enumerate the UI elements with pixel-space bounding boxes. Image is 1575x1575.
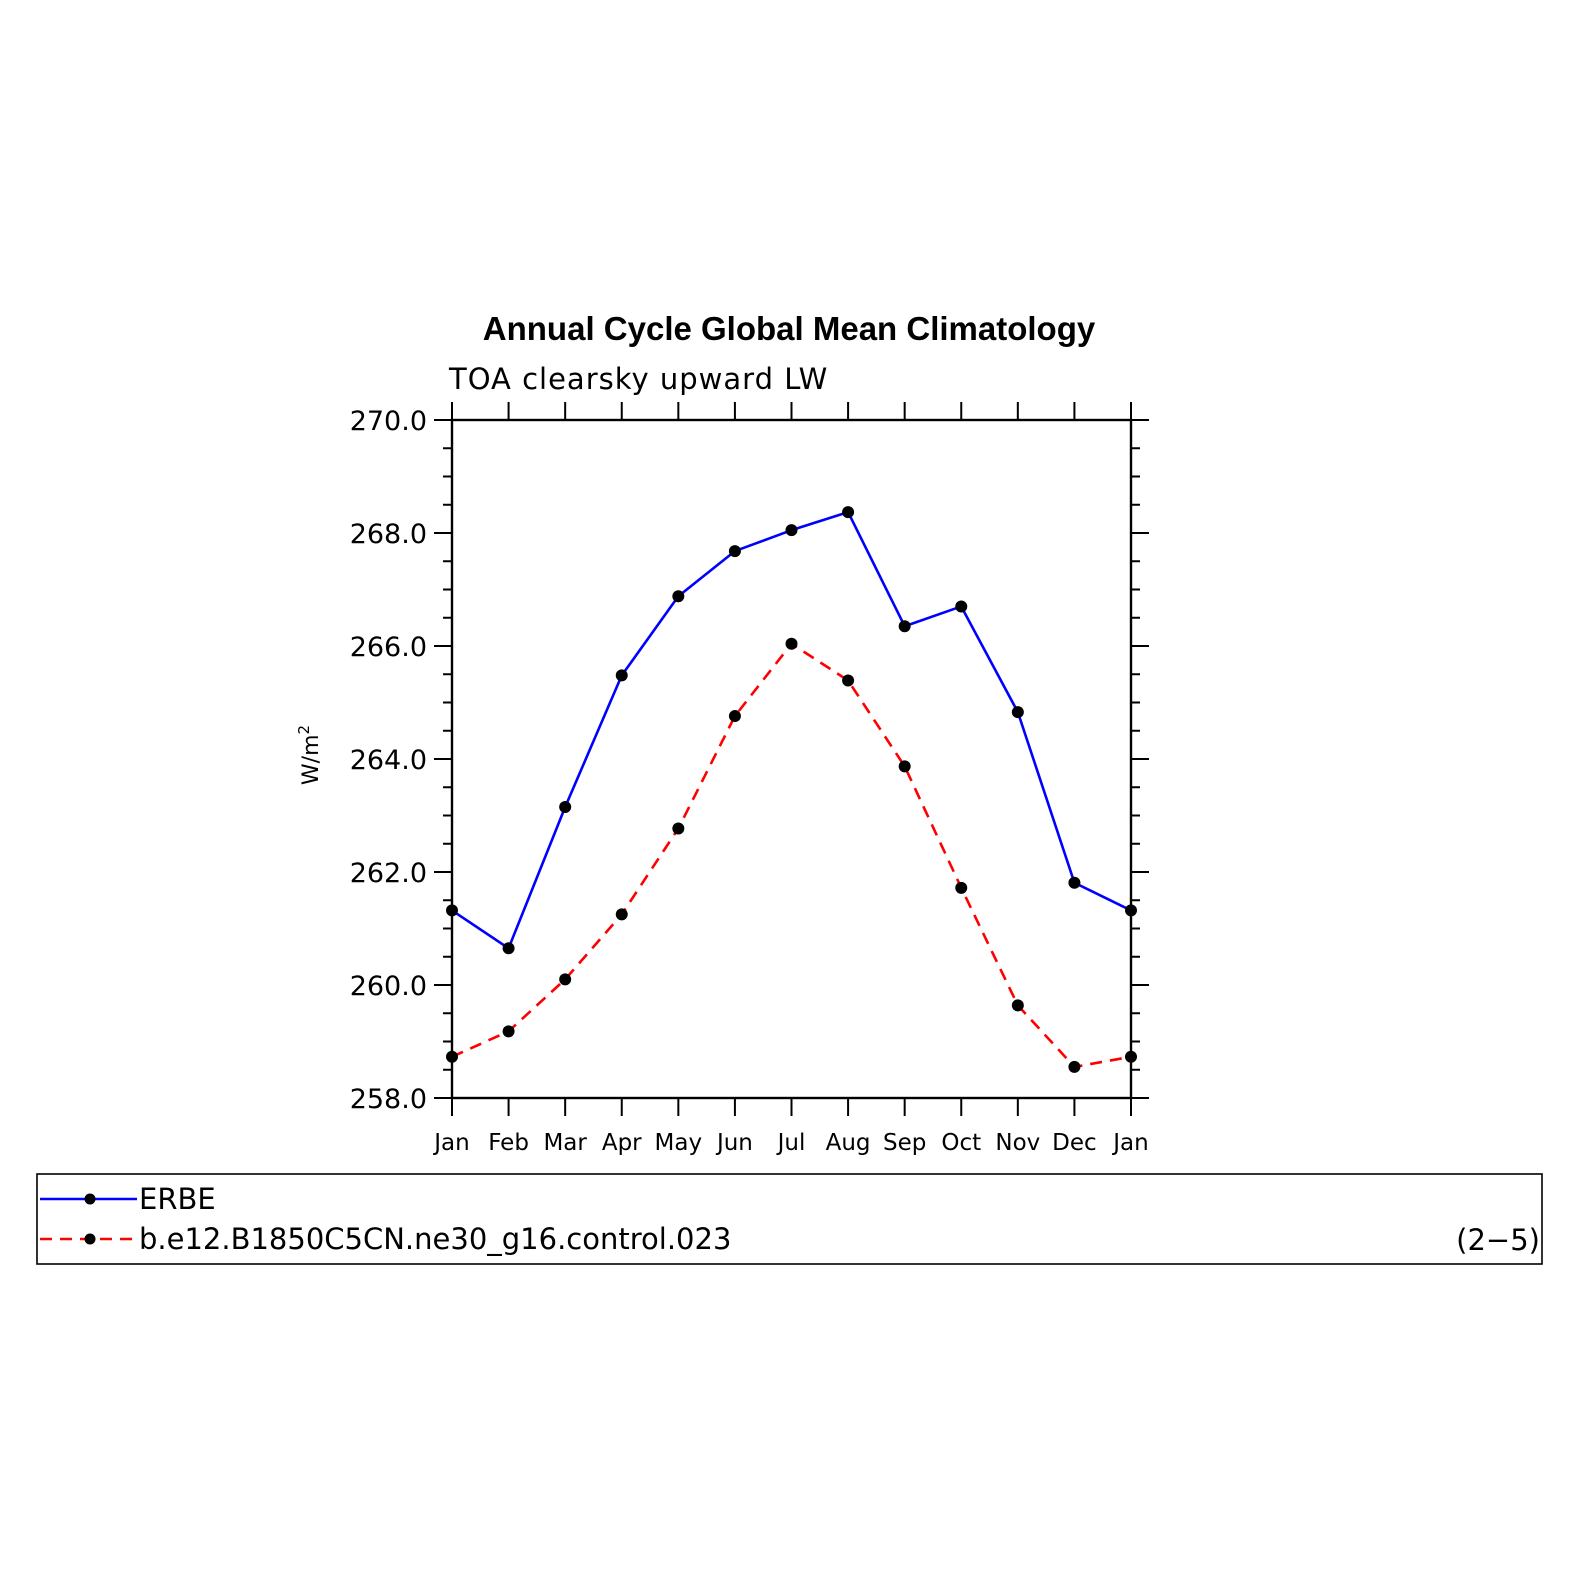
x-tick-label: Feb — [488, 1130, 529, 1156]
series-0-point — [502, 942, 515, 955]
series-0-point — [559, 801, 572, 814]
x-tick-label: May — [655, 1130, 703, 1156]
y-tick-label: 268.0 — [350, 519, 427, 550]
legend-entry-model: b.e12.B1850C5CN.ne30_g16.control.023 — [139, 1222, 731, 1256]
y-axis-label: W/m2 — [295, 725, 324, 785]
series-0-point — [1068, 876, 1081, 889]
series-line-1 — [451, 642, 1132, 1069]
series-lines — [451, 510, 1132, 1069]
legend-box — [36, 1173, 1543, 1265]
x-tick-label: Jan — [1111, 1130, 1148, 1156]
series-1-point — [559, 973, 572, 986]
series-0-point — [785, 524, 798, 537]
series-1-point — [728, 710, 741, 723]
series-points — [446, 506, 1137, 1073]
series-0-point — [446, 904, 458, 917]
series-1-point — [615, 908, 628, 921]
plot-axes — [450, 418, 1133, 1100]
legend-entry-erbe: ERBE — [139, 1182, 216, 1216]
series-1-point — [446, 1050, 458, 1063]
series-1-point — [1125, 1050, 1137, 1063]
y-tick-label: 266.0 — [350, 632, 427, 663]
y-axis-ticks: 258.0 260.0 262.0 264.0 266.0 268.0 270.0 — [350, 406, 1149, 1115]
chart-subtitle: TOA clearsky upward LW — [448, 362, 828, 396]
x-tick-label: Jul — [776, 1130, 806, 1156]
series-0-point — [728, 545, 741, 558]
series-1-point — [1011, 999, 1024, 1012]
x-tick-label: Sep — [883, 1130, 926, 1156]
x-tick-label: Oct — [941, 1130, 981, 1156]
x-tick-label: Apr — [602, 1130, 642, 1156]
legend: ERBE b.e12.B1850C5CN.ne30_g16.control.02… — [36, 1173, 1543, 1265]
legend-marker-erbe — [84, 1193, 96, 1205]
chart-title: Annual Cycle Global Mean Climatology — [483, 310, 1096, 347]
series-0-point — [1011, 706, 1024, 719]
plot-frame — [450, 418, 1133, 1100]
series-0-point — [898, 620, 911, 633]
legend-marker-model — [84, 1233, 96, 1245]
series-1-point — [785, 637, 798, 650]
y-tick-label: 270.0 — [350, 406, 427, 437]
y-tick-label: 260.0 — [350, 971, 427, 1002]
series-0-point — [842, 506, 855, 519]
series-1-point — [842, 674, 855, 687]
y-axis-label-superscript: 2 — [295, 725, 313, 735]
x-tick-label: Jun — [715, 1130, 753, 1156]
series-1-point — [955, 881, 968, 894]
y-tick-label: 258.0 — [350, 1084, 427, 1115]
x-tick-label: Aug — [826, 1130, 871, 1156]
series-0-point — [1125, 904, 1137, 917]
x-tick-label: Nov — [995, 1130, 1040, 1156]
x-tick-label: Dec — [1052, 1130, 1097, 1156]
series-1-point — [672, 822, 685, 835]
series-0-point — [672, 590, 685, 603]
y-tick-label: 262.0 — [350, 858, 427, 889]
y-tick-label: 264.0 — [350, 745, 427, 776]
x-tick-label: Mar — [543, 1130, 587, 1156]
series-0-point — [955, 600, 968, 613]
series-1-point — [1068, 1060, 1081, 1073]
series-1-point — [502, 1025, 515, 1038]
panel-label: (2−5) — [1456, 1223, 1540, 1257]
series-1-point — [898, 760, 911, 773]
x-axis-ticks: Jan Feb Mar Apr May Jun Jul Aug Sep Oct Nov Dec Jan — [432, 402, 1149, 1156]
series-0-point — [615, 669, 628, 682]
series-line-0 — [451, 510, 1132, 950]
x-tick-label: Jan — [432, 1130, 469, 1156]
